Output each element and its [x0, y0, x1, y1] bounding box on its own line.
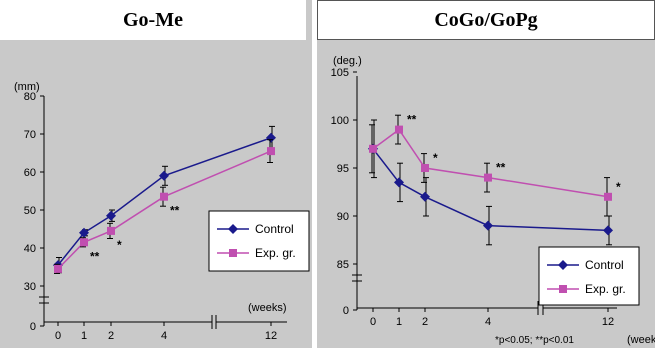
series-line	[372, 148, 609, 232]
y-tick-label: 90	[337, 211, 349, 223]
y-axis-title: (deg.)	[333, 55, 362, 67]
data-point	[484, 173, 492, 182]
legend-marker	[228, 224, 238, 234]
data-point	[604, 192, 612, 201]
data-point	[160, 192, 168, 201]
significance-marker: **	[496, 161, 506, 175]
data-point	[395, 125, 403, 134]
y-tick-label: 0	[30, 321, 36, 333]
chart-title: CoGo/GoPg	[317, 0, 655, 40]
x-tick-label: 1	[396, 316, 402, 328]
x-tick-label: 4	[485, 316, 491, 328]
legend-label: Exp. gr.	[255, 246, 296, 260]
x-axis-title: (weeks)	[248, 302, 287, 314]
data-point	[420, 191, 430, 202]
legend-marker	[559, 285, 567, 293]
chart-panel-go-me: Go-Me (mm) 80 70 60 50 40 30 0 0 1 2 4 12 (weeks) ** * *…	[0, 0, 312, 348]
data-point	[106, 210, 116, 221]
x-tick-label: 4	[161, 330, 167, 342]
y-tick-label: 70	[24, 129, 36, 141]
data-point	[159, 170, 169, 181]
data-point	[394, 177, 404, 188]
y-tick-label: 50	[24, 205, 36, 217]
x-tick-label: 0	[370, 316, 376, 328]
x-tick-label: 12	[602, 316, 614, 328]
data-point	[483, 220, 493, 231]
x-axis-title: (weeks	[627, 334, 655, 346]
x-tick-label: 2	[108, 330, 114, 342]
legend-box	[208, 210, 310, 272]
significance-marker: **	[170, 204, 180, 218]
x-tick-label: 0	[55, 330, 61, 342]
significance-marker: *	[616, 180, 621, 194]
legend-box	[538, 246, 640, 306]
y-tick-label: 0	[343, 305, 349, 317]
data-point	[80, 238, 88, 247]
data-point	[369, 144, 377, 153]
y-tick-label: 95	[337, 163, 349, 175]
y-tick-label: 85	[337, 259, 349, 271]
chart-svg-cogo-gopg: (deg.)1051009590850012412(weeks******Con…	[331, 55, 655, 346]
data-point	[267, 147, 275, 156]
y-tick-label: 30	[24, 281, 36, 293]
significance-marker: *	[433, 151, 438, 165]
y-tick-label: 40	[24, 243, 36, 255]
x-tick-label: 2	[422, 316, 428, 328]
y-tick-label: 80	[24, 91, 36, 103]
y-tick-label: 60	[24, 167, 36, 179]
data-point	[79, 227, 89, 238]
legend-label: Control	[585, 258, 624, 272]
data-point	[603, 225, 613, 236]
x-tick-label: 1	[81, 330, 87, 342]
legend-label: Control	[255, 222, 294, 236]
y-tick-label: 100	[331, 115, 349, 127]
footnote: *p<0.05; **p<0.01	[495, 335, 574, 346]
data-point	[107, 226, 115, 235]
legend-marker	[229, 249, 237, 257]
legend-label: Exp. gr.	[585, 282, 626, 296]
data-point	[421, 164, 429, 172]
significance-marker: **	[407, 113, 417, 127]
significance-marker: *	[117, 238, 122, 252]
data-point	[266, 132, 276, 143]
x-tick-label: 12	[265, 330, 277, 342]
data-point	[54, 264, 62, 273]
chart-panel-cogo-gopg: CoGo/GoPg (deg.) 105 100 95 90 85 0 0 1 2 4 12 (week…	[317, 0, 655, 348]
significance-marker: **	[90, 249, 100, 263]
y-axis-title: (mm)	[14, 81, 40, 93]
chart-title: Go-Me	[0, 0, 306, 40]
y-tick-label: 105	[331, 67, 349, 79]
legend-marker	[558, 260, 568, 270]
